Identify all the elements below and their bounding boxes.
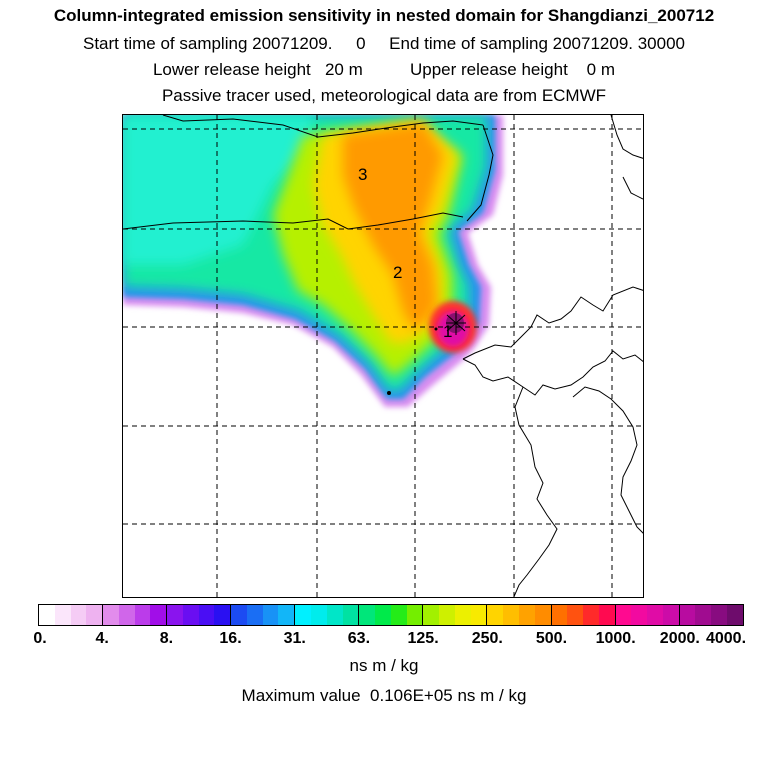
plume-orange-area (343, 123, 443, 329)
coastlines-and-borders (123, 115, 643, 597)
colorbar-segment (439, 605, 455, 625)
release-point-marker (446, 311, 466, 335)
colorbar-segment (359, 605, 376, 625)
colorbar-segment (262, 605, 279, 625)
colorbar-segment (454, 605, 471, 625)
colorbar-segment (342, 605, 360, 625)
colorbar-segment (86, 605, 104, 625)
colorbar-segment (631, 605, 648, 625)
colorbar-segment (246, 605, 263, 625)
colorbar-tick-label: 0. (33, 630, 47, 647)
colorbar-segment (726, 605, 743, 625)
colorbar-segment (39, 605, 55, 625)
colorbar-segment (679, 605, 696, 625)
colorbar-tick-label: 125. (407, 630, 439, 647)
colorbar-segment (470, 605, 488, 625)
colorbar-segment (406, 605, 424, 625)
colorbar-segment (551, 605, 568, 625)
colorbar-segment (182, 605, 199, 625)
colorbar-segment (295, 605, 312, 625)
station-dot (387, 391, 391, 395)
region-label-1: 1 (443, 322, 452, 341)
release-height-line: Lower release height 20 m Upper release … (152, 60, 616, 79)
colorbar-segment (326, 605, 343, 625)
colorbar-tick-label: 4. (95, 630, 109, 647)
colorbar-segment (598, 605, 616, 625)
colorbar-segment (134, 605, 151, 625)
station-dot (434, 327, 438, 331)
colorbar-segment (214, 605, 232, 625)
colorbar-segment (583, 605, 599, 625)
graticule (123, 115, 643, 597)
colorbar-tick-label: 2000. (659, 630, 700, 647)
colorbar-segment (311, 605, 327, 625)
colorbar-segment (423, 605, 440, 625)
colorbar-tick-label: 63. (347, 630, 371, 647)
colorbar-segment (487, 605, 504, 625)
colorbar-segment (375, 605, 391, 625)
tracer-info-line: Passive tracer used, meteorological data… (161, 86, 607, 105)
region-label-3: 3 (358, 165, 367, 184)
colorbar-tick-label: 8. (159, 630, 174, 647)
maximum-value-text: Maximum value 0.106E+05 ns m / kg (241, 686, 527, 705)
colorbar-tick-label: 1000. (595, 630, 636, 647)
colorbar-segment (695, 605, 712, 625)
colorbar-units: ns m / kg (349, 656, 419, 675)
colorbar-segment (167, 605, 183, 625)
colorbar-segment (54, 605, 71, 625)
colorbar-segment (518, 605, 535, 625)
map-panel: 1 2 3 (122, 114, 644, 598)
region-label-2: 2 (393, 263, 402, 282)
colorbar-tick-label: 250. (471, 630, 503, 647)
colorbar-tick-label: 16. (219, 630, 242, 647)
colorbar-segment (711, 605, 727, 625)
colorbar-segment (231, 605, 247, 625)
colorbar-segment (118, 605, 135, 625)
colorbar-segment (567, 605, 584, 625)
colorbar (38, 604, 744, 626)
colorbar-segment (647, 605, 663, 625)
colorbar-segment (662, 605, 680, 625)
colorbar-segment (198, 605, 215, 625)
map-title: Column-integrated emission sensitivity i… (53, 6, 715, 25)
colorbar-tick-label: 4000. (705, 630, 747, 647)
colorbar-tick-label: 31. (283, 630, 306, 647)
colorbar-segment (103, 605, 119, 625)
sensitivity-map: 1 2 3 (123, 115, 643, 597)
colorbar-segment (70, 605, 87, 625)
colorbar-segment (615, 605, 632, 625)
colorbar-tick-label: 500. (535, 630, 568, 647)
colorbar-segment (534, 605, 552, 625)
colorbar-segment (390, 605, 407, 625)
sampling-time-line: Start time of sampling 20071209. 0 End t… (83, 34, 685, 53)
colorbar-segment (278, 605, 296, 625)
plume-cyan-field (123, 115, 313, 265)
colorbar-segment (503, 605, 519, 625)
colorbar-segment (150, 605, 168, 625)
